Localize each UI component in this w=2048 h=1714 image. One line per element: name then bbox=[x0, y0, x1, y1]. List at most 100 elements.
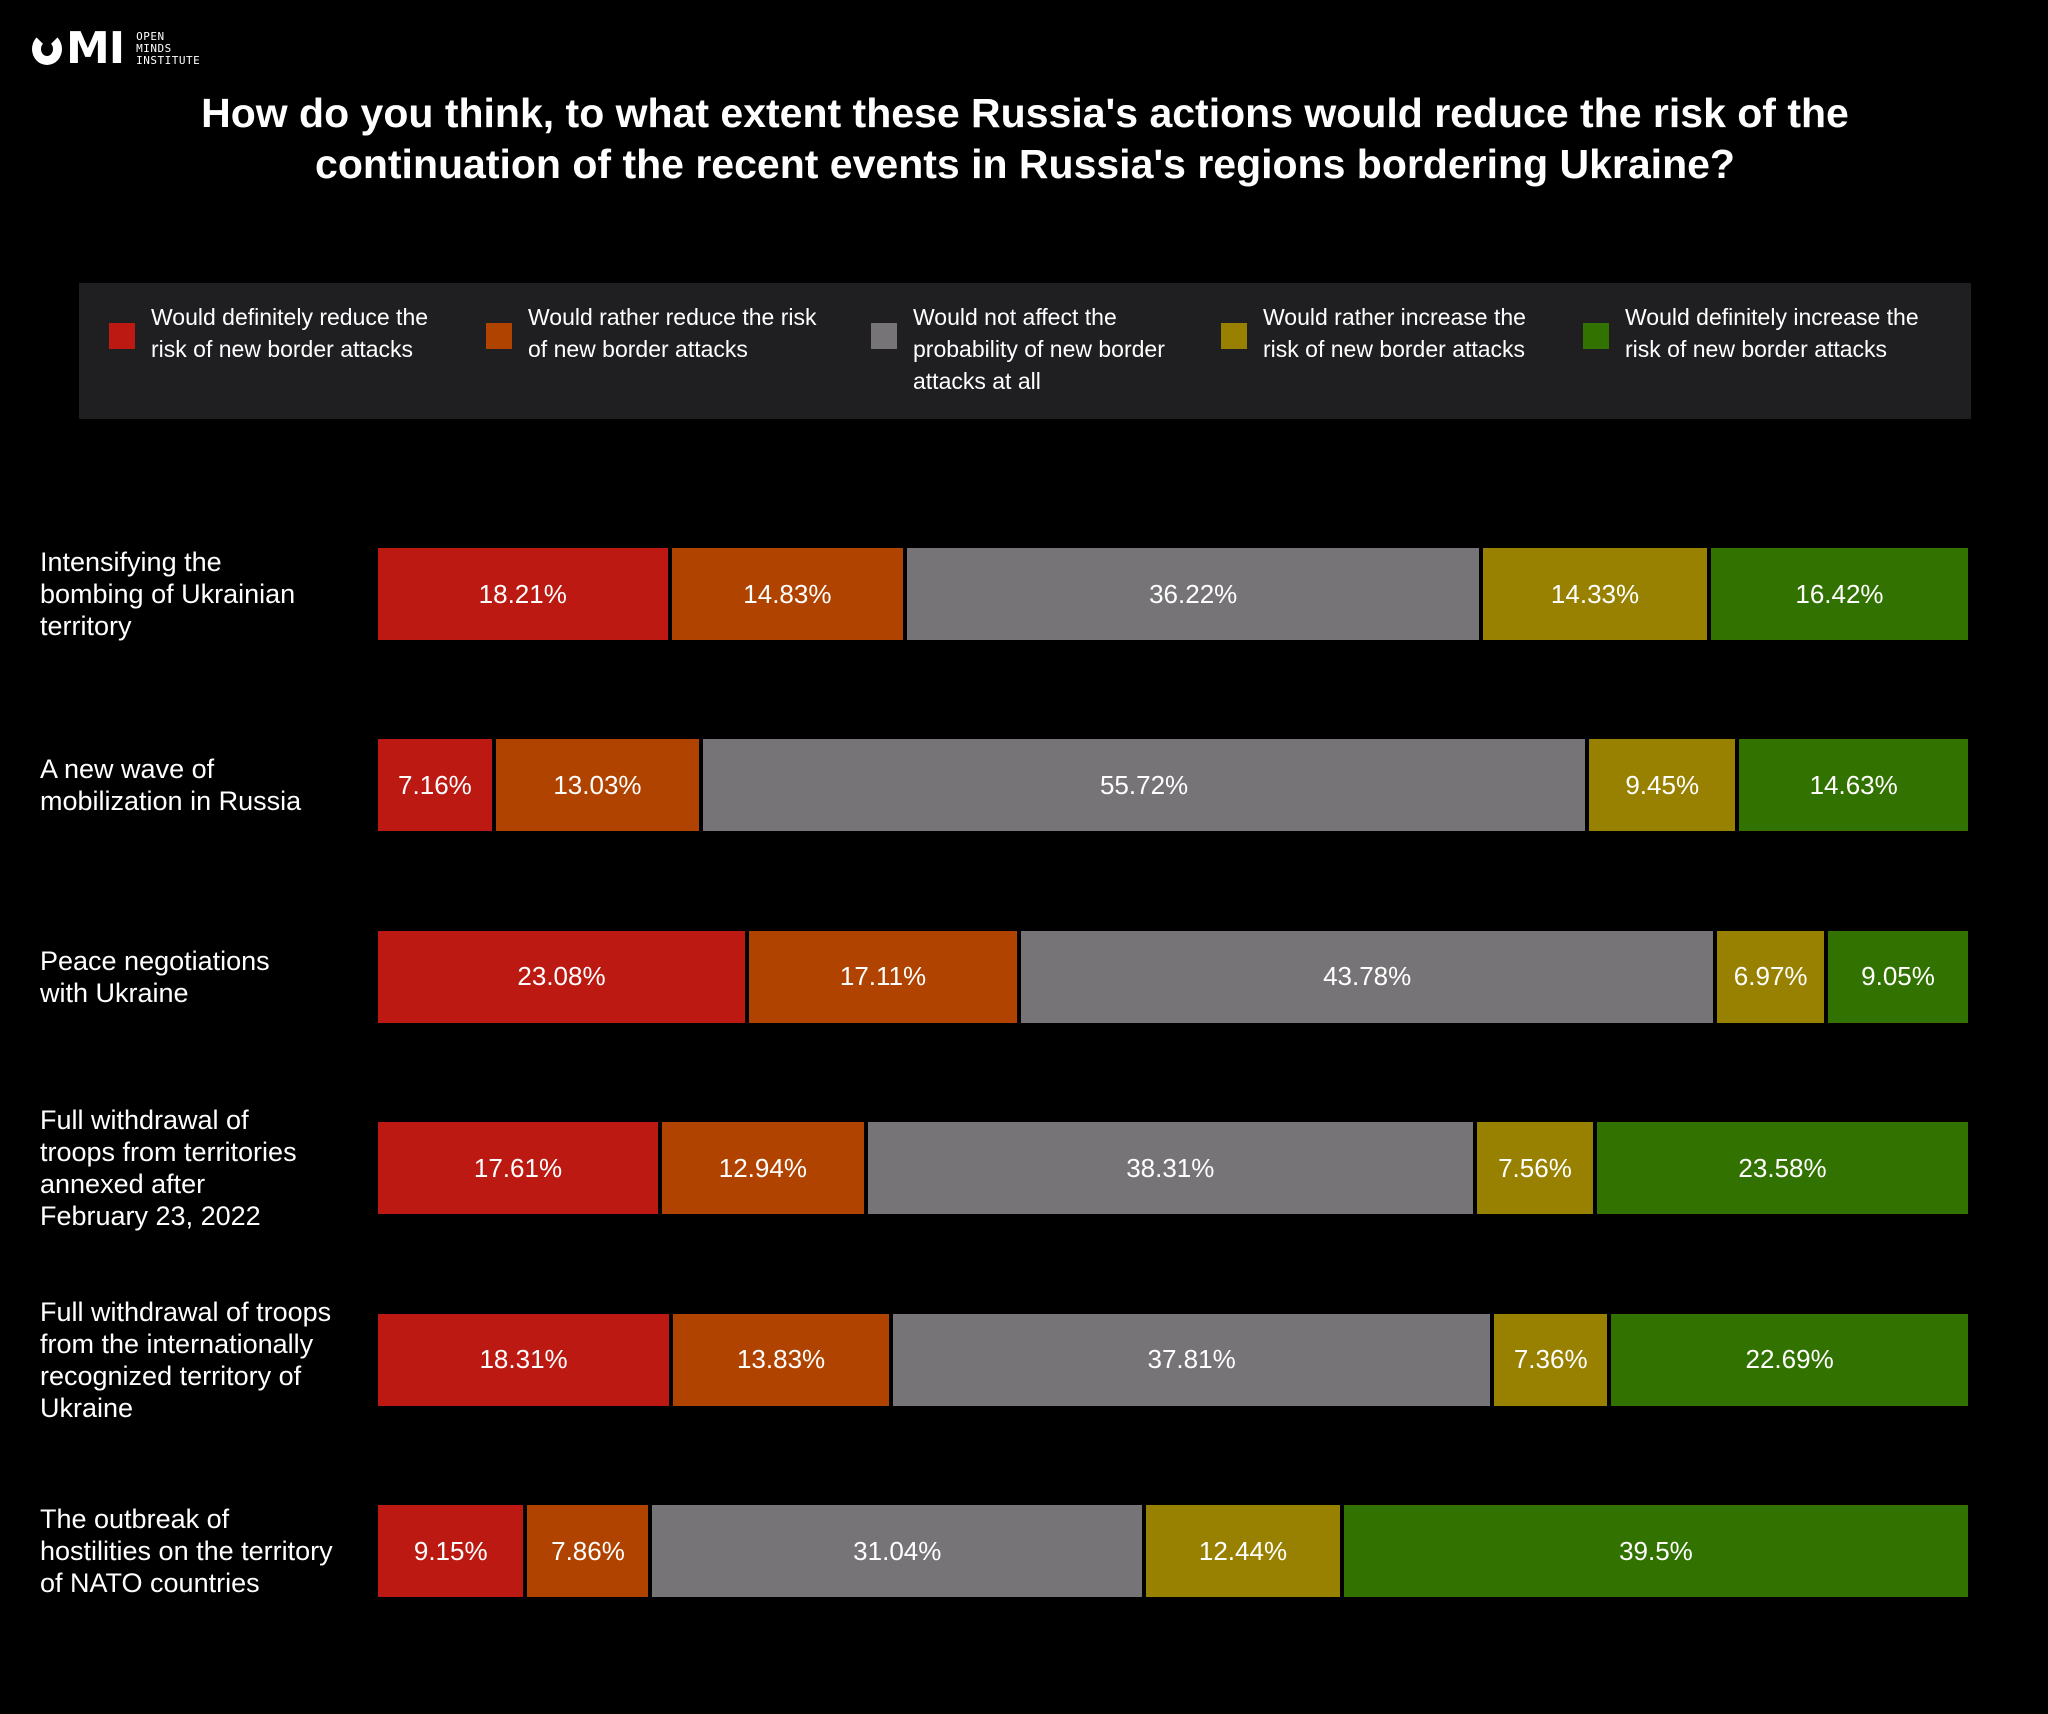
row-label-line: Ukraine bbox=[40, 1392, 134, 1423]
data-label: 18.21% bbox=[478, 578, 567, 609]
legend-swatch bbox=[1583, 323, 1609, 349]
legend-label-line: risk of new border attacks bbox=[151, 336, 414, 362]
row-label-line: Full withdrawal of troops bbox=[40, 1296, 332, 1327]
bar-segment: 7.36% bbox=[1490, 1313, 1608, 1406]
data-label: 14.83% bbox=[743, 578, 832, 609]
legend-item: Would rather reduce the risk of new borde… bbox=[486, 301, 838, 365]
bar-segment: 13.03% bbox=[491, 739, 700, 832]
data-label: 39.5% bbox=[1619, 1535, 1693, 1566]
data-label: 7.16% bbox=[398, 769, 472, 800]
row-label-line: recognized territory of bbox=[40, 1360, 302, 1391]
bar-segment: 18.31% bbox=[378, 1313, 670, 1406]
data-label: 12.94% bbox=[718, 1152, 807, 1183]
bar-segment: 18.21% bbox=[378, 548, 668, 640]
row-label: Full withdrawal of troops from the intern… bbox=[40, 1296, 360, 1424]
bar-segment: 16.42% bbox=[1706, 548, 1968, 640]
row-label-line: annexed after bbox=[40, 1169, 206, 1200]
bar-row: 7.16% 13.03% 55.72% 9.45% 14.63% bbox=[378, 739, 1968, 832]
row-label: Peace negotiations with Ukraine bbox=[40, 945, 360, 1009]
legend-swatch bbox=[109, 323, 135, 349]
legend-swatch bbox=[486, 323, 512, 349]
legend-item: Would definitely increase the risk of new… bbox=[1583, 301, 1935, 365]
legend-swatch bbox=[871, 323, 897, 349]
bar-segment: 6.97% bbox=[1713, 930, 1825, 1023]
bar-segment: 9.05% bbox=[1824, 930, 1968, 1023]
bar-row: 18.21% 14.83% 36.22% 14.33% 16.42% bbox=[378, 548, 1968, 640]
data-label: 23.08% bbox=[517, 961, 606, 992]
row-label-line: February 23, 2022 bbox=[40, 1201, 261, 1232]
data-label: 6.97% bbox=[1733, 961, 1808, 992]
bar-segment: 7.16% bbox=[378, 739, 492, 832]
data-label: 7.86% bbox=[551, 1535, 625, 1566]
data-label: 55.72% bbox=[1099, 769, 1189, 800]
data-label: 7.36% bbox=[1513, 1344, 1588, 1375]
legend-label-line: risk of new border attacks bbox=[1263, 336, 1526, 362]
legend-label: Would rather increase the risk of new bor… bbox=[1263, 301, 1573, 365]
bar-segment: 14.33% bbox=[1479, 548, 1707, 640]
data-label: 14.33% bbox=[1550, 578, 1640, 609]
bar-segment: 23.58% bbox=[1593, 1122, 1968, 1215]
row-label-line: A new wave of bbox=[40, 754, 215, 785]
legend-label-line: Would rather increase the bbox=[1263, 304, 1526, 330]
logo-sub-line: MINDS bbox=[136, 42, 172, 55]
bar-segment: 7.56% bbox=[1472, 1122, 1594, 1215]
data-label: 37.81% bbox=[1147, 1344, 1236, 1375]
chart-title: How do you think, to what extent these R… bbox=[201, 90, 1849, 187]
row-label-line: The outbreak of bbox=[40, 1504, 230, 1534]
data-label: 9.05% bbox=[1861, 961, 1935, 992]
bar-segment: 37.81% bbox=[889, 1313, 1491, 1406]
bar-segment: 31.04% bbox=[648, 1505, 1143, 1597]
data-label: 18.31% bbox=[479, 1344, 568, 1375]
row-label-line: hostilities on the territory bbox=[40, 1536, 333, 1566]
legend-label-line: attacks at all bbox=[913, 368, 1041, 394]
bar-segment: 7.86% bbox=[523, 1505, 649, 1597]
bar-segment: 55.72% bbox=[699, 739, 1586, 832]
row-label-line: Full withdrawal of bbox=[40, 1105, 249, 1136]
bar-row: 18.31% 13.83% 37.81% 7.36% 22.69% bbox=[378, 1313, 1968, 1406]
row-label-line: Intensifying the bbox=[40, 547, 222, 577]
row-label-line: of NATO countries bbox=[40, 1568, 260, 1598]
legend-label: Would not affect the probability of new b… bbox=[913, 301, 1223, 397]
data-label: 13.03% bbox=[553, 769, 642, 800]
bar-segment: 9.15% bbox=[378, 1505, 524, 1597]
bar-segment: 13.83% bbox=[669, 1313, 890, 1406]
bar-row: 23.08% 17.11% 43.78% 6.97% 9.05% bbox=[378, 930, 1968, 1023]
bar-segment: 14.63% bbox=[1735, 739, 1968, 832]
data-label: 36.22% bbox=[1149, 578, 1238, 609]
bar-segment: 12.94% bbox=[657, 1122, 864, 1215]
bar-segment: 39.5% bbox=[1339, 1505, 1968, 1597]
row-label: Full withdrawal of troops from territorie… bbox=[40, 1104, 360, 1232]
data-label: 16.42% bbox=[1795, 578, 1884, 609]
data-label: 23.58% bbox=[1738, 1152, 1827, 1183]
row-label-line: mobilization in Russia bbox=[40, 786, 302, 817]
bar-row: 17.61% 12.94% 38.31% 7.56% 23.58% bbox=[378, 1122, 1968, 1215]
row-label-line: bombing of Ukrainian bbox=[40, 579, 296, 609]
data-label: 17.61% bbox=[473, 1152, 563, 1183]
row-label: Intensifying the bombing of Ukrainian terr… bbox=[40, 546, 360, 642]
data-label: 12.44% bbox=[1198, 1535, 1288, 1566]
legend-label: Would rather reduce the risk of new borde… bbox=[528, 301, 838, 365]
data-label: 31.04% bbox=[853, 1535, 942, 1566]
row-label-line: territory bbox=[40, 611, 132, 641]
bar-segment: 12.44% bbox=[1142, 1505, 1340, 1597]
row-label-line: with Ukraine bbox=[40, 977, 189, 1008]
legend-swatch bbox=[1221, 323, 1247, 349]
legend: Would definitely reduce the risk of new b… bbox=[79, 283, 1971, 419]
bar-segment: 9.45% bbox=[1585, 739, 1736, 832]
data-label: 9.15% bbox=[413, 1535, 488, 1566]
bar-segment: 36.22% bbox=[903, 548, 1480, 640]
row-label-line: from the internationally bbox=[40, 1328, 314, 1359]
legend-item: Would not affect the probability of new b… bbox=[871, 301, 1223, 397]
legend-label-line: Would not affect the bbox=[913, 304, 1117, 330]
logo-mark: MI bbox=[32, 27, 125, 71]
logo-sub-line: INSTITUTE bbox=[136, 54, 201, 67]
data-label: 43.78% bbox=[1323, 961, 1412, 992]
legend-label-line: of new border attacks bbox=[528, 336, 748, 362]
row-label: The outbreak of hostilities on the territ… bbox=[40, 1503, 360, 1599]
data-label: 13.83% bbox=[736, 1344, 826, 1375]
brand-logo: MI OPEN MINDS INSTITUTE bbox=[32, 26, 200, 72]
row-label: A new wave of mobilization in Russia bbox=[40, 753, 360, 817]
data-label: 22.69% bbox=[1745, 1344, 1834, 1375]
bar-segment: 38.31% bbox=[863, 1122, 1473, 1215]
logo-sub-line: OPEN bbox=[136, 30, 165, 43]
